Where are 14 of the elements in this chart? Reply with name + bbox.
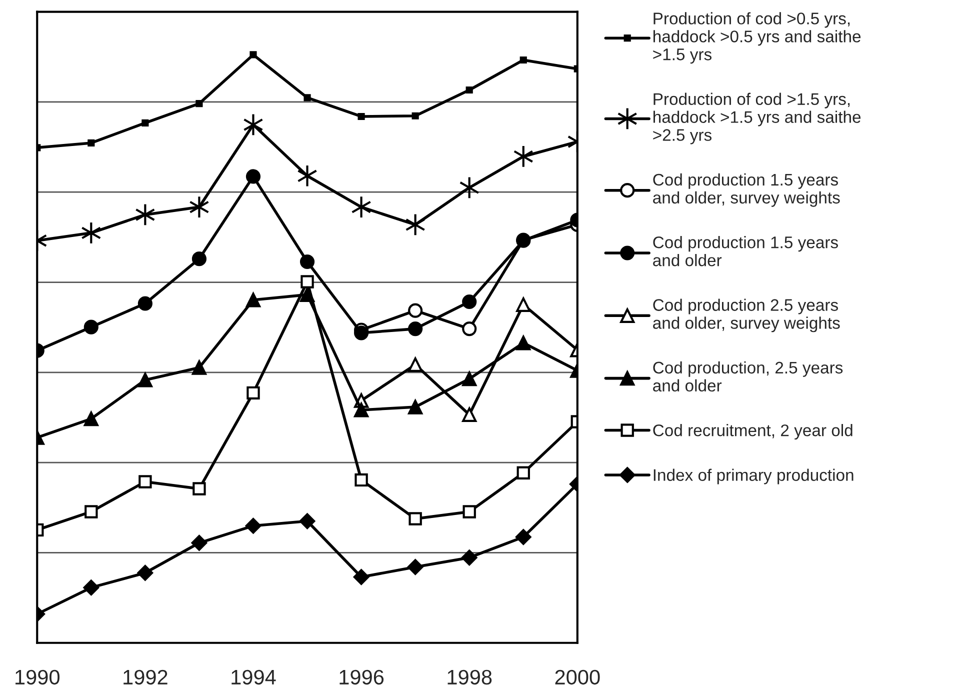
x-tick-label: 1994 bbox=[232, 670, 276, 685]
legend-label: Production of cod >0.5 yrs, haddock >0.5 yrs and saithe >1.5 yrs bbox=[653, 12, 861, 64]
legend-label: Cod production 2.5 years and older, survey weights bbox=[653, 298, 840, 332]
legend-label: Index of primary production bbox=[654, 468, 854, 484]
legend-label: Cod production 1.5 years and older bbox=[653, 236, 838, 266]
x-tick-label: 1996 bbox=[340, 670, 384, 685]
x-tick-label: 2000 bbox=[555, 670, 600, 685]
legend-label: Cod production 1.5 years and older, survey weights bbox=[653, 173, 840, 207]
legend-label: Cod production, 2.5 years and older bbox=[653, 361, 843, 392]
x-tick-label: 1990 bbox=[16, 670, 60, 685]
x-tick-label: 1998 bbox=[448, 670, 492, 685]
legend-label: Production of cod >1.5 yrs, haddock >1.5 yrs and saithe >2.5 yrs bbox=[653, 92, 861, 144]
legend-label: Cod recruitment, 2 year old bbox=[653, 424, 852, 440]
x-tick-label: 1992 bbox=[124, 670, 168, 685]
